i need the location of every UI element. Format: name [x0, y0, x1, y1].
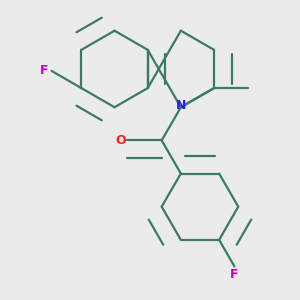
Text: O: O	[115, 134, 126, 147]
Text: F: F	[40, 64, 49, 77]
Text: N: N	[176, 99, 186, 112]
Text: F: F	[230, 268, 239, 281]
